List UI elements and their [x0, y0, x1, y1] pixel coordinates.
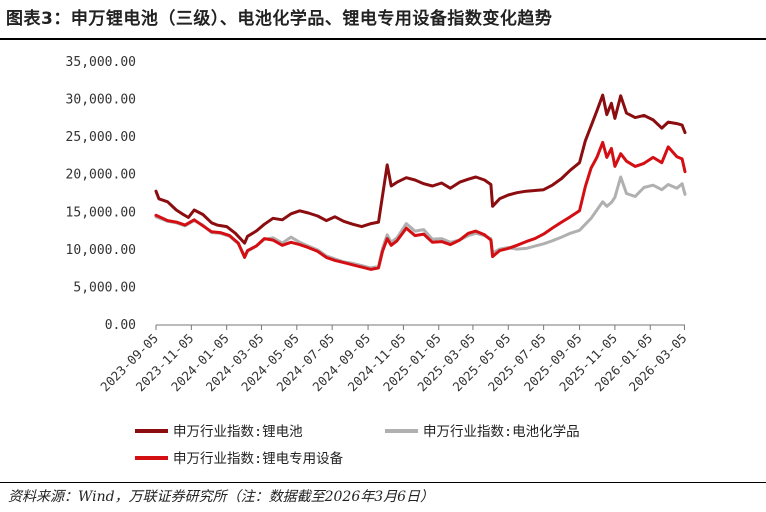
- y-tick-label: 15,000.00: [66, 205, 136, 220]
- y-tick-label: 35,000.00: [66, 55, 136, 70]
- y-tick-label: 20,000.00: [66, 168, 136, 183]
- series-line-2: [154, 140, 687, 271]
- y-tick-label: 5,000.00: [73, 280, 136, 295]
- chart-title: 图表3：申万锂电池（三级）、电池化学品、锂电专用设备指数变化趋势: [6, 9, 553, 29]
- title-rule: [0, 38, 766, 40]
- y-tick-label: 25,000.00: [66, 130, 136, 145]
- source-note: 资料来源：Wind，万联证券研究所（注：数据截至2026年3月6日）: [8, 489, 435, 505]
- y-tick-label: 0.00: [105, 318, 136, 333]
- series-layer: [154, 93, 687, 271]
- legend-label: 申万行业指数:锂电池: [173, 424, 303, 440]
- y-axis: 0.00 5,000.00 10,000.00 15,000.00 20,000.00 2…: [66, 55, 136, 333]
- series-line-0: [154, 93, 687, 245]
- legend-label: 申万行业指数:锂电专用设备: [173, 450, 344, 467]
- x-axis: 2023-09-052023-11-052024-01-052024-03-05…: [97, 324, 690, 394]
- footer-rule: [0, 482, 766, 483]
- y-tick-label: 10,000.00: [66, 243, 136, 258]
- line-chart: 0.00 5,000.00 10,000.00 15,000.00 20,000.00 2…: [66, 55, 690, 467]
- y-tick-label: 30,000.00: [66, 93, 136, 108]
- legend-label: 申万行业指数:电池化学品: [423, 424, 580, 440]
- series-line-1: [154, 175, 687, 270]
